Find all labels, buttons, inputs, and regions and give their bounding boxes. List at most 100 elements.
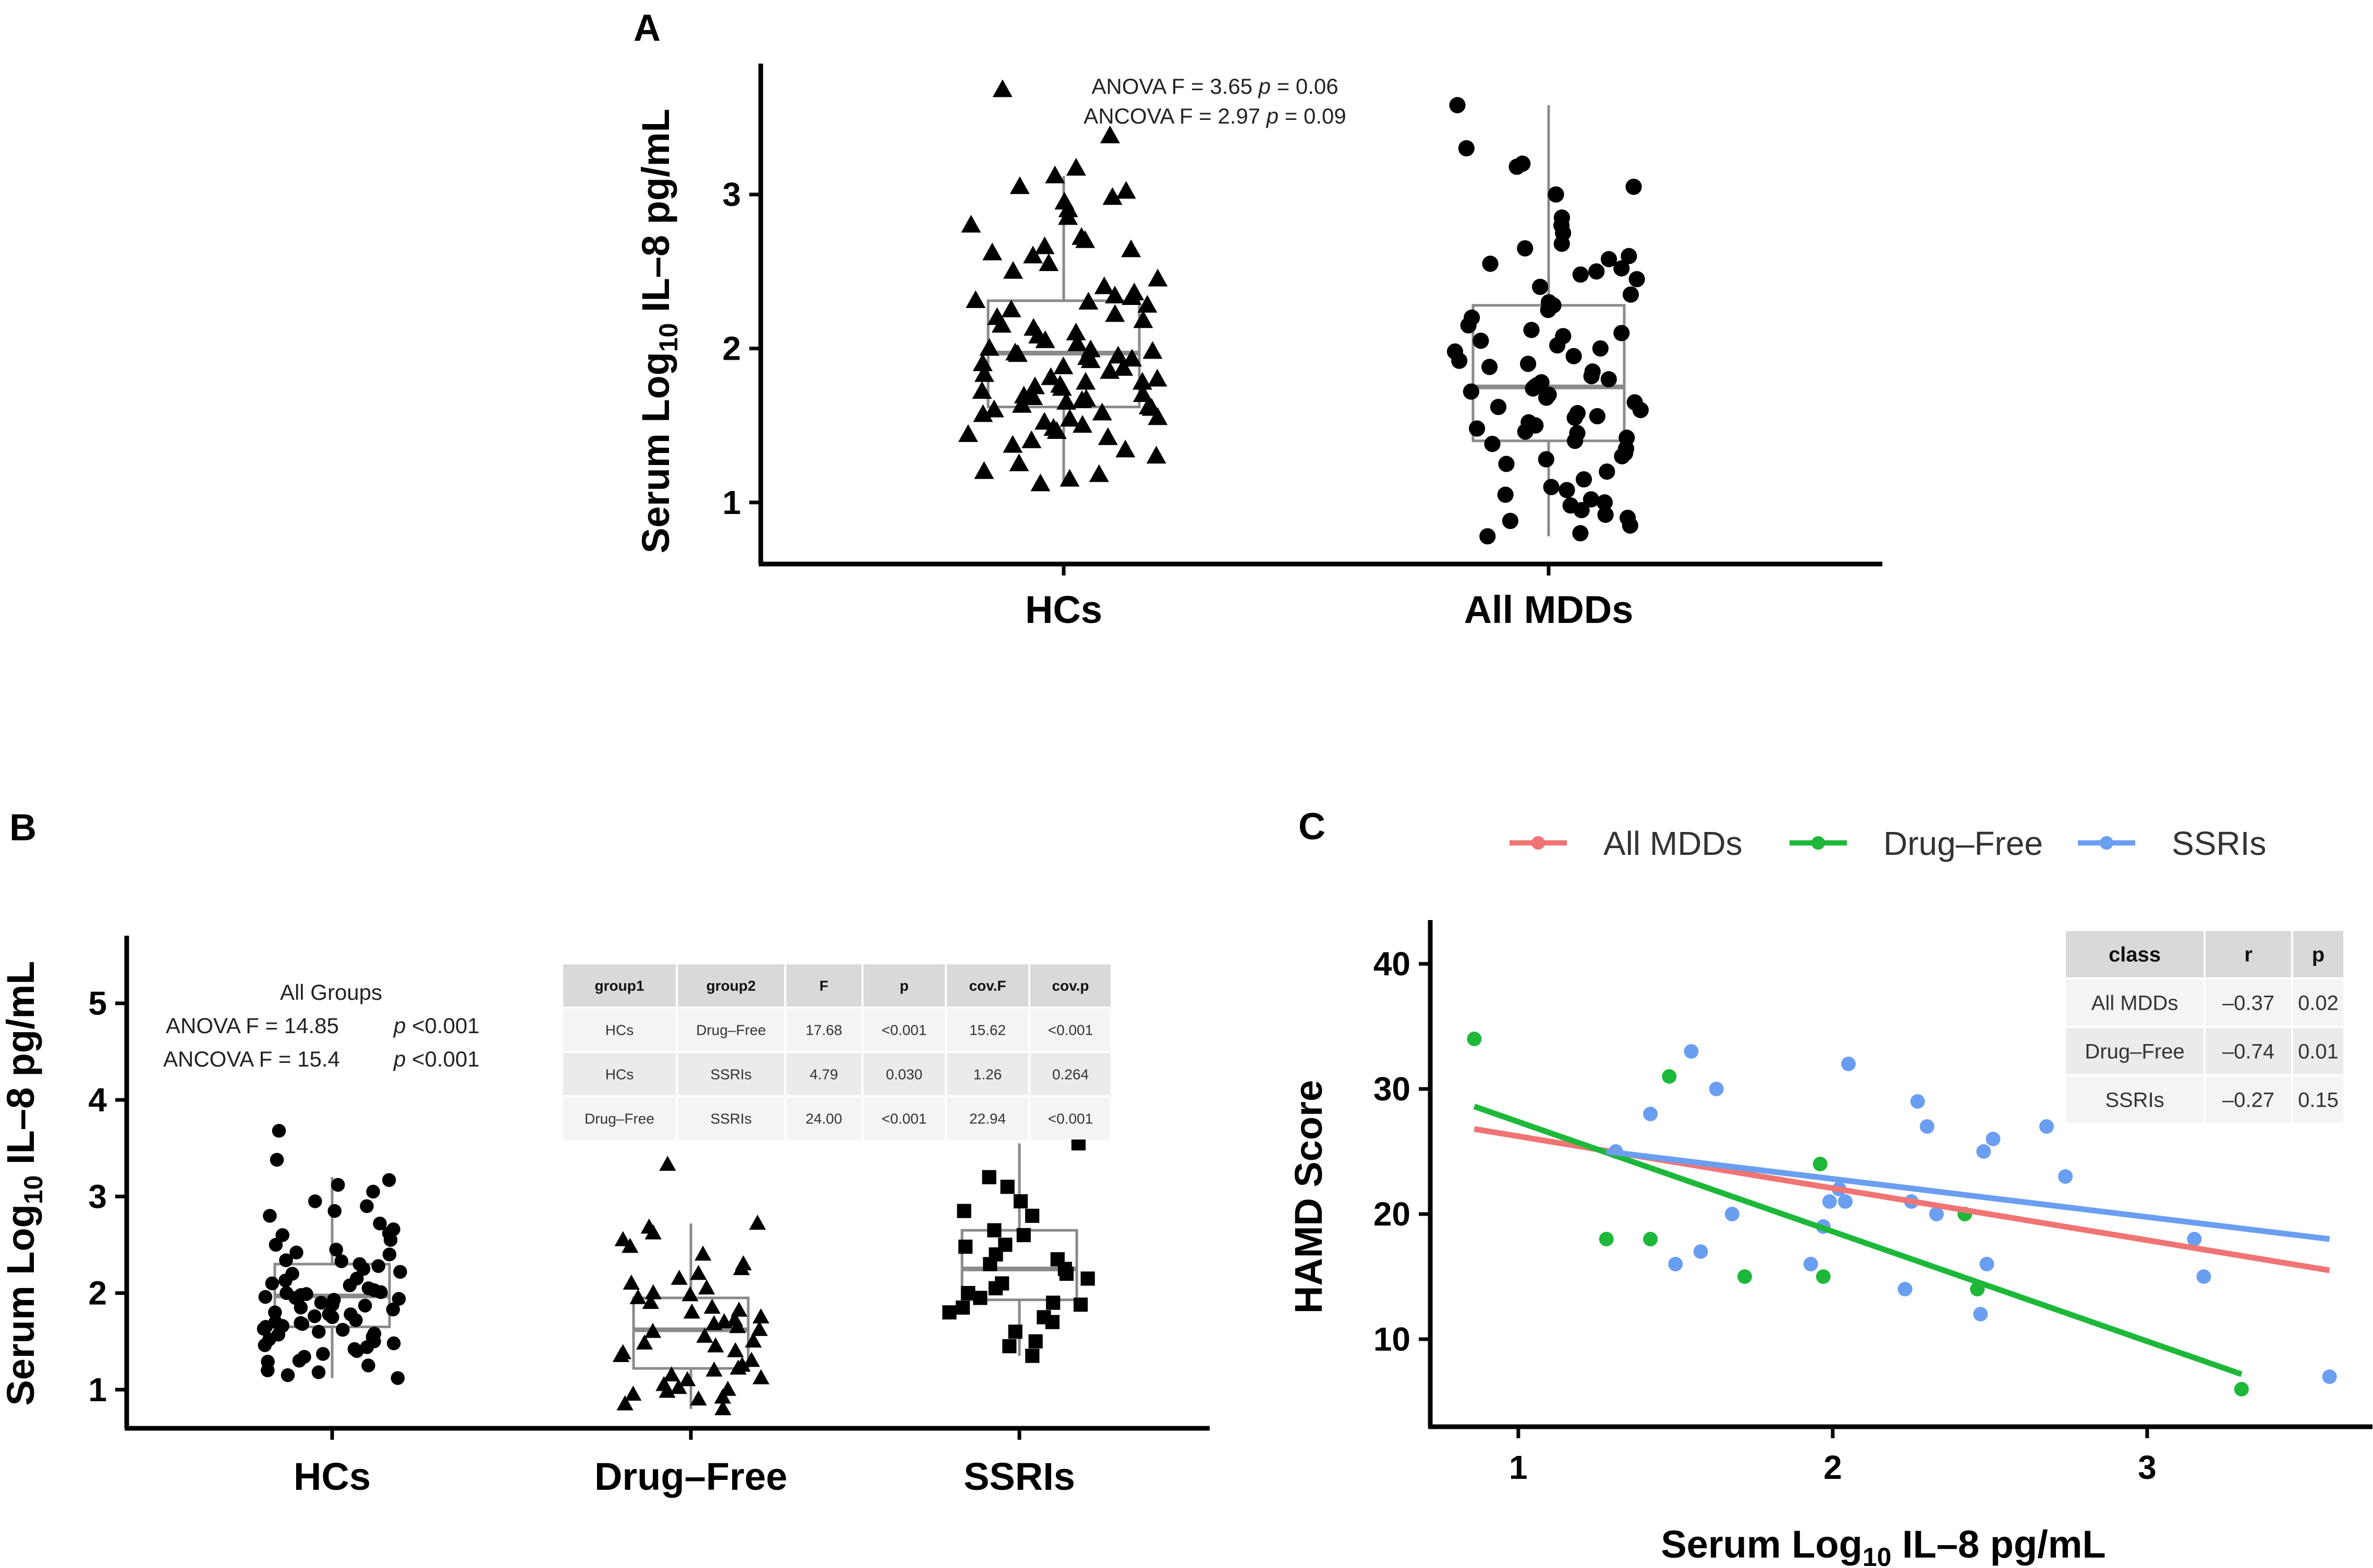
table-cell: [1030, 1009, 1111, 1051]
data-point: [644, 1322, 662, 1338]
data-point: [1056, 391, 1077, 410]
data-point: [972, 381, 992, 399]
data-point: [386, 1302, 400, 1317]
data-point: [2058, 1169, 2073, 1184]
table-cell: [947, 964, 1028, 1007]
panel-b-y-ticks: 1 2 3 4 5: [88, 985, 127, 1408]
data-point: [1451, 352, 1468, 369]
panel-b-label: B: [9, 807, 36, 849]
data-point: [1566, 433, 1584, 449]
panel-a-boxes: [987, 105, 1626, 536]
data-point: [1553, 236, 1570, 252]
table-cell: [678, 1053, 784, 1095]
data-point: [1115, 439, 1136, 458]
data-point: [958, 424, 978, 442]
data-point: [614, 1231, 631, 1246]
x-category-label: All MDDs: [1464, 588, 1634, 631]
table-cell-text: 15.62: [969, 1022, 1006, 1038]
table-cell-text: 17.68: [806, 1022, 842, 1038]
legend-label: Drug–Free: [1883, 825, 2043, 862]
panel-b-all-groups-label: All Groups: [280, 980, 382, 1005]
data-point: [1566, 409, 1583, 426]
table-cell: [786, 1053, 861, 1095]
table-header-text: r: [2244, 944, 2253, 966]
data-point: [360, 1199, 374, 1214]
panel-b-ancova-stat: ANCOVA F = 15.4 p <0.001: [163, 1047, 480, 1071]
data-point: [1132, 372, 1152, 390]
panel-a-y-ticks: 1 2 3: [722, 176, 761, 521]
data-point: [1142, 341, 1163, 359]
data-point: [1045, 165, 1065, 183]
data-point: [1102, 187, 1123, 205]
data-point: [1588, 263, 1605, 280]
data-point: [1614, 448, 1630, 464]
panel-c-fit-lines: [1473, 1104, 2330, 1377]
data-point: [1517, 423, 1534, 440]
data-point: [1105, 286, 1125, 304]
data-point: [1600, 251, 1617, 267]
data-point: [258, 1338, 272, 1352]
data-point: [1613, 260, 1630, 277]
x-tick-label: 3: [2138, 1449, 2157, 1486]
data-point: [752, 1308, 770, 1324]
data-point: [1482, 255, 1499, 272]
table-cell: [2206, 931, 2291, 977]
table-cell: [678, 1009, 784, 1051]
data-point: [1089, 464, 1109, 482]
data-point: [979, 338, 1000, 356]
y-tick-label: 30: [1373, 1070, 1410, 1108]
data-point: [1001, 299, 1021, 317]
panel-c-x-axis-title: Serum Log10 IL–8 pg/mL: [1661, 1523, 2106, 1568]
data-point: [1622, 286, 1639, 303]
data-point: [1003, 435, 1023, 453]
data-point: [1520, 356, 1537, 372]
data-point: [1497, 486, 1514, 503]
x-tick-label: 1: [1509, 1449, 1528, 1486]
data-point: [614, 1344, 631, 1359]
data-point: [1041, 367, 1061, 385]
data-point: [1668, 1257, 1683, 1271]
data-point: [278, 1273, 293, 1288]
data-point: [1449, 97, 1466, 114]
data-point: [1910, 1094, 1925, 1109]
data-point: [1523, 322, 1540, 338]
data-point: [1133, 310, 1153, 328]
data-point: [1045, 1315, 1060, 1329]
data-point: [1012, 395, 1032, 413]
data-point: [1002, 1339, 1017, 1354]
data-point: [1146, 446, 1166, 464]
data-point: [1067, 333, 1087, 351]
panel-c-y-axis-title: HAMD Score: [1287, 1080, 1330, 1314]
y-tick-label: 2: [88, 1275, 107, 1312]
data-point: [974, 364, 994, 382]
data-point: [1599, 463, 1615, 480]
table-cell: [1030, 1097, 1111, 1140]
data-point: [752, 1369, 770, 1385]
data-point: [270, 1153, 284, 1167]
data-point: [1066, 157, 1086, 176]
table-cell-text: HCs: [605, 1067, 634, 1083]
data-point: [281, 1368, 295, 1382]
data-point: [1105, 304, 1125, 322]
y-tick-label: 5: [88, 985, 107, 1022]
data-point: [1458, 140, 1475, 157]
table-cell: [2066, 931, 2204, 977]
data-point: [2039, 1119, 2054, 1134]
data-point: [958, 1240, 973, 1254]
data-point: [1073, 1297, 1088, 1312]
data-point: [726, 1311, 744, 1327]
data-point: [1463, 383, 1479, 400]
data-point: [1078, 291, 1099, 310]
data-point: [1059, 1266, 1074, 1281]
data-point: [707, 1337, 724, 1353]
data-point: [751, 1321, 768, 1336]
data-point: [1460, 317, 1477, 334]
data-point: [350, 1344, 364, 1358]
data-point: [1053, 356, 1074, 374]
table-cell: [786, 1009, 861, 1051]
data-point: [272, 1124, 286, 1138]
table-cell-text: <0.001: [882, 1022, 927, 1038]
data-point: [1076, 372, 1096, 390]
table-cell-text: <0.001: [1048, 1022, 1093, 1038]
